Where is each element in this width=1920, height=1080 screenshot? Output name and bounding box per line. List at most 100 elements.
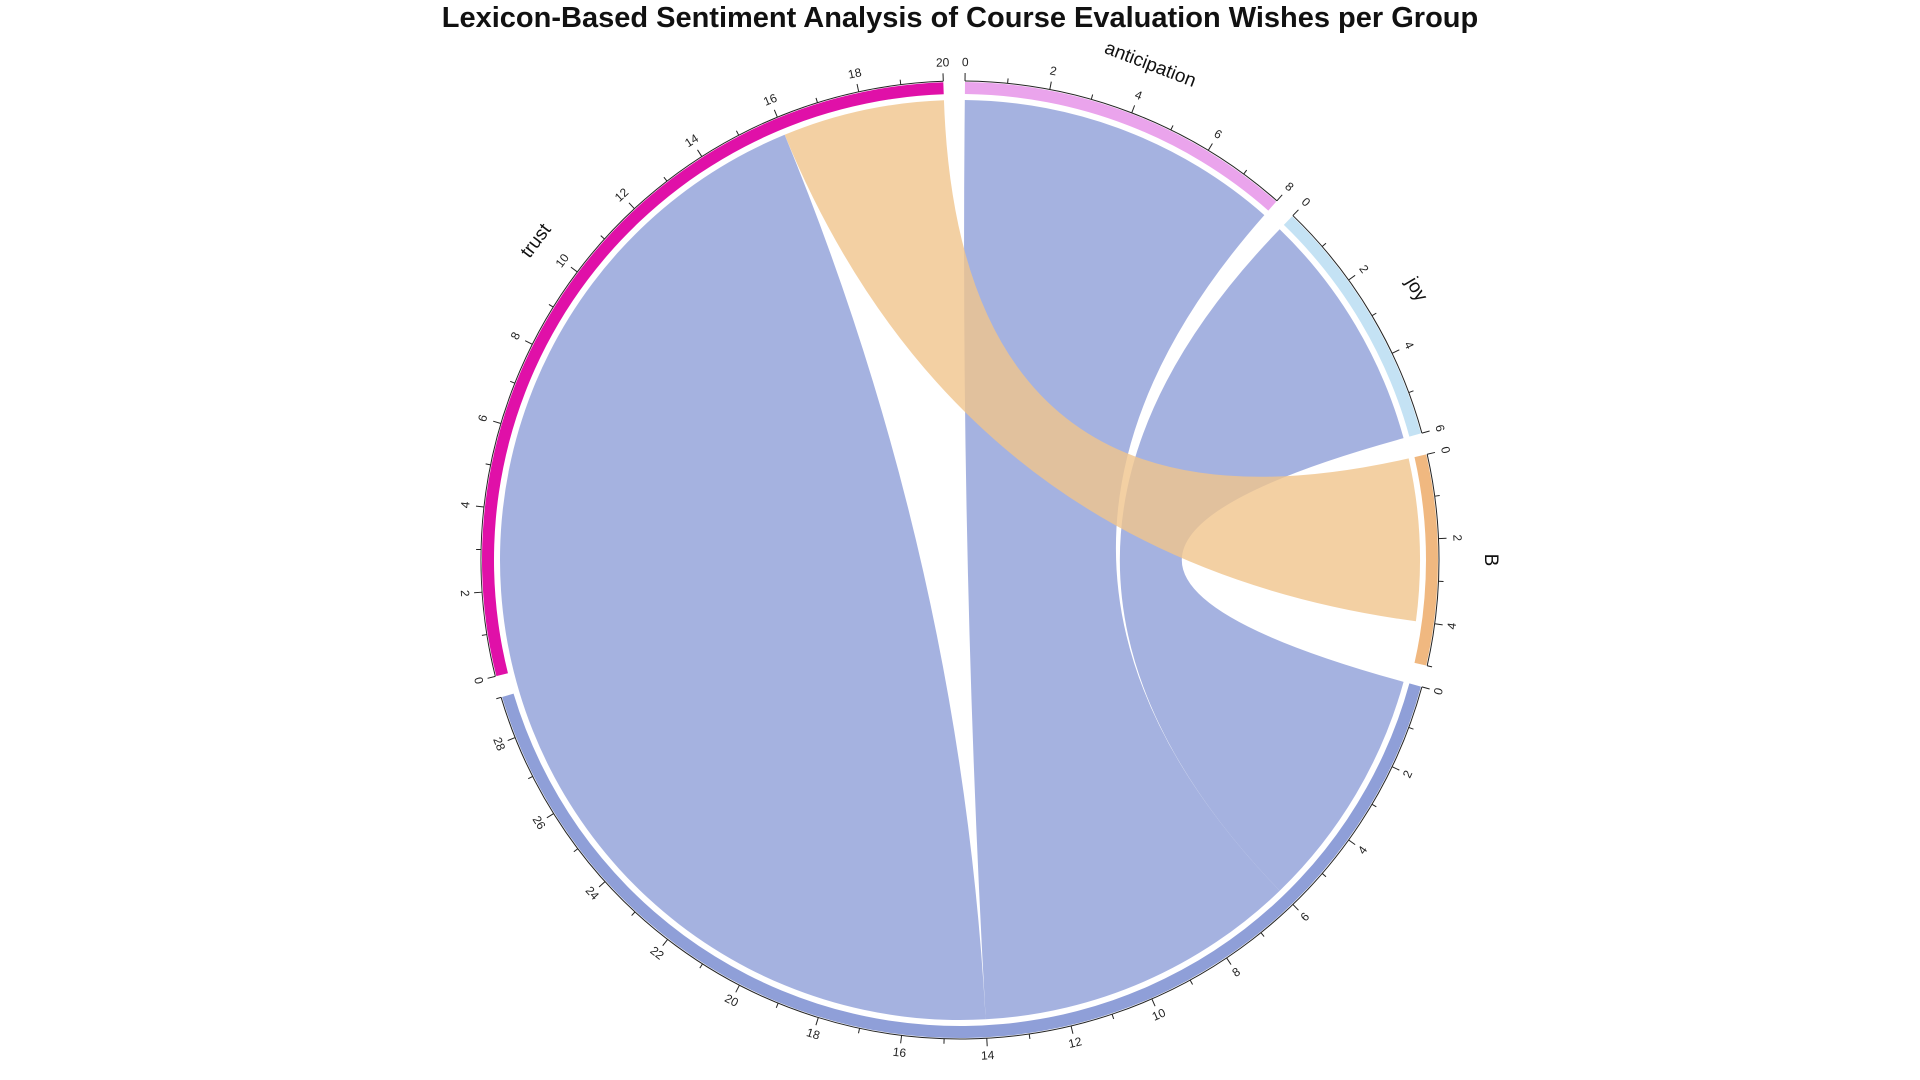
tick-B-5 xyxy=(1427,666,1432,667)
tick-trust-12 xyxy=(629,203,634,209)
sector-label-B: B xyxy=(1480,554,1501,567)
tick-joy-2 xyxy=(1349,275,1355,280)
tick-B-1 xyxy=(1435,496,1440,497)
sector-label-joy: joy xyxy=(1401,273,1432,306)
tick-anticipation-2 xyxy=(1050,82,1051,90)
tick-B-0 xyxy=(1427,452,1435,454)
tick-label-trust-8: 8 xyxy=(508,329,524,342)
tick-trust-18 xyxy=(857,84,859,92)
tick-label-trust-12: 12 xyxy=(612,185,632,205)
tick-C-27 xyxy=(528,776,532,778)
tick-C-13 xyxy=(1029,1034,1030,1039)
tick-joy-6 xyxy=(1422,431,1430,433)
tick-trust-0 xyxy=(488,676,496,678)
tick-trust-10 xyxy=(571,267,577,272)
tick-C-25 xyxy=(574,849,578,852)
tick-label-C-10: 10 xyxy=(1150,1005,1168,1023)
tick-label-C-28: 28 xyxy=(490,735,508,753)
tick-label-C-8: 8 xyxy=(1229,964,1243,980)
tick-label-C-20: 20 xyxy=(722,991,741,1010)
tick-trust-16 xyxy=(774,110,777,117)
tick-label-B-0: 0 xyxy=(1438,445,1453,455)
tick-trust-6 xyxy=(493,421,501,423)
tick-trust-15 xyxy=(736,131,738,135)
tick-trust-13 xyxy=(664,177,667,181)
tick-label-C-6: 6 xyxy=(1298,909,1313,924)
tick-C-18 xyxy=(816,1018,818,1026)
tick-C-5 xyxy=(1322,873,1326,876)
tick-trust-7 xyxy=(510,381,515,383)
tick-label-anticipation-0: 0 xyxy=(962,55,969,69)
tick-label-trust-0: 0 xyxy=(471,676,486,686)
tick-label-trust-4: 4 xyxy=(458,501,473,510)
tick-trust-5 xyxy=(486,464,491,465)
tick-C-22 xyxy=(663,939,668,945)
tick-label-C-16: 16 xyxy=(892,1045,907,1061)
tick-C-29 xyxy=(496,697,501,698)
tick-label-trust-18: 18 xyxy=(847,65,863,82)
tick-label-anticipation-6: 6 xyxy=(1212,127,1225,143)
tick-trust-4 xyxy=(476,506,484,507)
tick-trust-1 xyxy=(482,635,487,636)
tick-trust-9 xyxy=(549,304,553,307)
tick-label-joy-2: 2 xyxy=(1356,262,1371,276)
tick-label-anticipation-8: 8 xyxy=(1282,179,1297,194)
tick-C-10 xyxy=(1152,999,1155,1006)
tick-trust-8 xyxy=(525,341,532,345)
tick-C-17 xyxy=(858,1028,859,1033)
tick-anticipation-3 xyxy=(1091,95,1092,100)
tick-label-C-2: 2 xyxy=(1400,768,1416,780)
tick-joy-0 xyxy=(1293,210,1299,216)
tick-trust-11 xyxy=(601,236,605,239)
tick-C-26 xyxy=(547,814,554,818)
tick-label-C-0: 0 xyxy=(1431,686,1446,696)
tick-label-anticipation-2: 2 xyxy=(1049,63,1059,78)
tick-C-8 xyxy=(1227,958,1231,965)
tick-joy-1 xyxy=(1322,243,1326,246)
tick-trust-19 xyxy=(900,80,901,85)
tick-trust-14 xyxy=(697,150,701,157)
tick-label-joy-6: 6 xyxy=(1432,423,1447,433)
tick-anticipation-6 xyxy=(1208,144,1212,151)
tick-label-joy-4: 4 xyxy=(1401,339,1417,351)
tick-C-16 xyxy=(901,1035,902,1043)
tick-label-anticipation-4: 4 xyxy=(1133,88,1145,104)
tick-label-C-14: 14 xyxy=(981,1048,995,1063)
tick-C-11 xyxy=(1112,1014,1114,1019)
sector-label-trust: trust xyxy=(517,219,556,262)
tick-B-4 xyxy=(1435,624,1443,625)
tick-C-12 xyxy=(1071,1026,1073,1034)
tick-label-C-4: 4 xyxy=(1355,843,1370,857)
tick-label-C-26: 26 xyxy=(530,813,549,832)
tick-C-1 xyxy=(1409,727,1414,729)
tick-label-B-2: 2 xyxy=(1450,534,1464,542)
tick-trust-2 xyxy=(474,592,482,593)
tick-anticipation-8 xyxy=(1277,195,1282,201)
tick-C-9 xyxy=(1190,980,1192,984)
tick-anticipation-7 xyxy=(1244,170,1247,174)
tick-C-7 xyxy=(1261,933,1264,937)
tick-C-3 xyxy=(1372,804,1376,807)
tick-label-B-4: 4 xyxy=(1444,622,1459,631)
tick-C-21 xyxy=(700,964,703,968)
tick-trust-17 xyxy=(816,98,817,103)
links-layer xyxy=(500,100,1420,1020)
tick-label-C-12: 12 xyxy=(1067,1034,1084,1051)
tick-C-0 xyxy=(1422,687,1430,689)
tick-C-2 xyxy=(1392,767,1399,770)
tick-label-joy-0: 0 xyxy=(1299,195,1314,210)
tick-C-28 xyxy=(508,738,515,741)
tick-C-20 xyxy=(736,985,740,992)
tick-label-C-22: 22 xyxy=(648,943,667,962)
tick-C-23 xyxy=(632,912,635,916)
sector-label-anticipation: anticipation xyxy=(1102,38,1199,92)
tick-label-C-18: 18 xyxy=(805,1025,822,1042)
tick-C-24 xyxy=(599,882,605,887)
tick-anticipation-5 xyxy=(1171,125,1173,129)
tick-label-trust-2: 2 xyxy=(458,590,472,598)
tick-joy-4 xyxy=(1392,350,1399,353)
tick-anticipation-4 xyxy=(1132,105,1135,112)
tick-C-4 xyxy=(1349,840,1355,845)
tick-label-trust-16: 16 xyxy=(761,91,779,109)
